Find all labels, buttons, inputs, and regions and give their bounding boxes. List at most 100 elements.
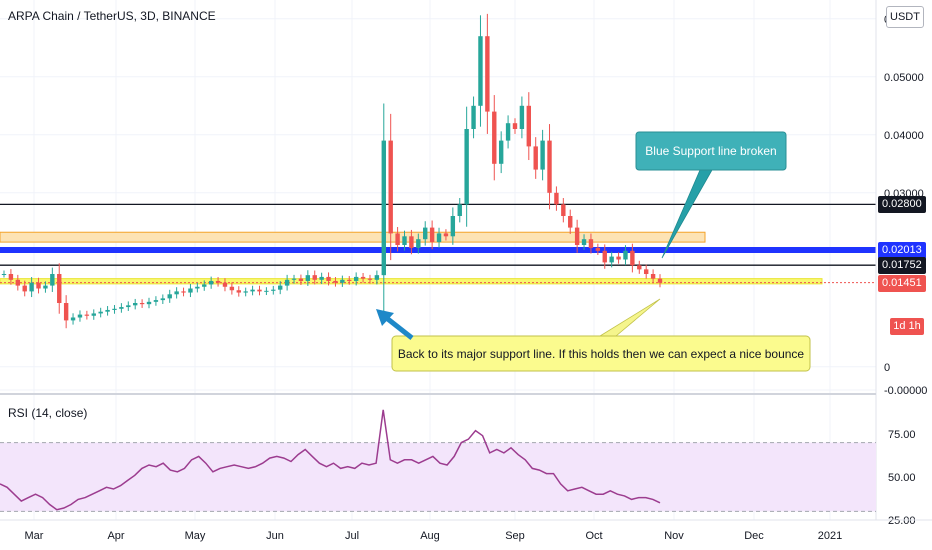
callout-text: Blue Support line broken: [645, 144, 776, 158]
currency-button[interactable]: USDT: [886, 6, 924, 28]
candle-body: [215, 280, 221, 283]
rsi-title: RSI (14, close): [8, 406, 88, 420]
candle-body: [429, 227, 435, 243]
candle-body: [540, 140, 545, 170]
annotation-blue-support: Blue Support line broken: [635, 131, 787, 259]
candle: [208, 276, 214, 289]
candle-body: [402, 236, 407, 245]
candle: [340, 275, 345, 287]
candle: [126, 301, 131, 311]
time-axis-label: Dec: [744, 530, 764, 542]
candle-body: [568, 216, 573, 228]
candle: [492, 95, 497, 181]
candle-body: [284, 279, 290, 286]
candle-body: [8, 274, 14, 280]
arrow-shaft: [382, 314, 414, 340]
timeframe-badge[interactable]: 1d 1h: [890, 318, 924, 335]
candle-body: [305, 275, 311, 281]
candle-body: [264, 290, 269, 292]
candle: [554, 186, 559, 211]
time-axis-label: Oct: [585, 530, 602, 542]
candle: [15, 274, 21, 291]
candle-body: [436, 233, 442, 243]
candle: [478, 15, 483, 127]
candle-body: [409, 236, 414, 248]
candle: [602, 244, 607, 269]
candle: [498, 131, 504, 174]
candle-body: [243, 291, 248, 293]
candle: [568, 209, 573, 234]
candle: [443, 229, 449, 241]
candle-body: [153, 300, 159, 302]
candle-body: [112, 308, 117, 310]
candle-body: [229, 286, 235, 291]
candle: [105, 306, 110, 316]
candle-body: [36, 282, 41, 289]
callout-box: [391, 335, 811, 372]
candle: [57, 263, 62, 314]
candle: [146, 297, 152, 309]
candle-body: [381, 140, 386, 276]
time-axis-label: Apr: [107, 530, 124, 542]
candle: [202, 280, 207, 291]
callout-text: Back to its major support line. If this …: [398, 347, 805, 361]
candle-body: [77, 314, 83, 318]
candle-body: [271, 289, 276, 291]
candle: [471, 96, 476, 139]
candle-body: [126, 305, 131, 308]
candle: [457, 198, 462, 223]
candle-body: [478, 36, 483, 106]
candle: [505, 115, 511, 149]
candle-body: [581, 239, 587, 245]
candle: [367, 274, 373, 284]
candle: [540, 129, 545, 181]
rsi-tick-label: 25.00: [888, 515, 916, 527]
candle: [250, 285, 255, 296]
candle-body: [250, 289, 255, 292]
candle-body: [236, 290, 241, 293]
time-axis-label: Jun: [266, 530, 284, 542]
candle: [291, 274, 297, 284]
candle-body: [333, 280, 338, 283]
candle-body: [526, 105, 531, 147]
candle-body: [98, 311, 103, 314]
rsi-line: [0, 409, 661, 511]
candle: [333, 277, 338, 287]
candle-body: [643, 269, 649, 274]
candle: [395, 227, 400, 252]
candle: [464, 106, 469, 227]
candle: [650, 269, 656, 284]
candle: [243, 287, 248, 297]
candle-body: [464, 129, 469, 205]
candle-body: [160, 298, 166, 301]
candles: [1, 13, 663, 329]
price-tick-label: 0: [884, 362, 890, 374]
candle-body: [367, 278, 373, 280]
candle-body: [416, 239, 421, 248]
candle: [63, 295, 69, 329]
candle: [77, 310, 83, 322]
candle: [450, 207, 456, 245]
candle: [423, 221, 428, 246]
time-axis-label: Nov: [664, 530, 684, 542]
candle-body: [208, 280, 214, 285]
chart-title: ARPA Chain / TetherUS, 3D, BINANCE: [8, 9, 216, 23]
price-tick-label: 0.05000: [884, 72, 924, 84]
candle: [229, 282, 235, 295]
candle: [416, 233, 421, 254]
candle: [436, 227, 442, 248]
price-tag-blue-support: 0.02013: [878, 242, 926, 260]
candle: [1, 270, 7, 278]
candle: [29, 277, 34, 298]
candle: [574, 219, 580, 253]
time-axis-label: Sep: [505, 530, 525, 542]
candle: [222, 278, 228, 292]
candle-body: [1, 274, 7, 275]
candle: [588, 233, 594, 254]
candle-body: [15, 279, 21, 286]
candle-body: [202, 284, 207, 287]
rsi-tick-label: 75.00: [888, 429, 916, 441]
candle: [312, 270, 317, 285]
candle: [547, 124, 552, 210]
candle: [112, 305, 117, 314]
